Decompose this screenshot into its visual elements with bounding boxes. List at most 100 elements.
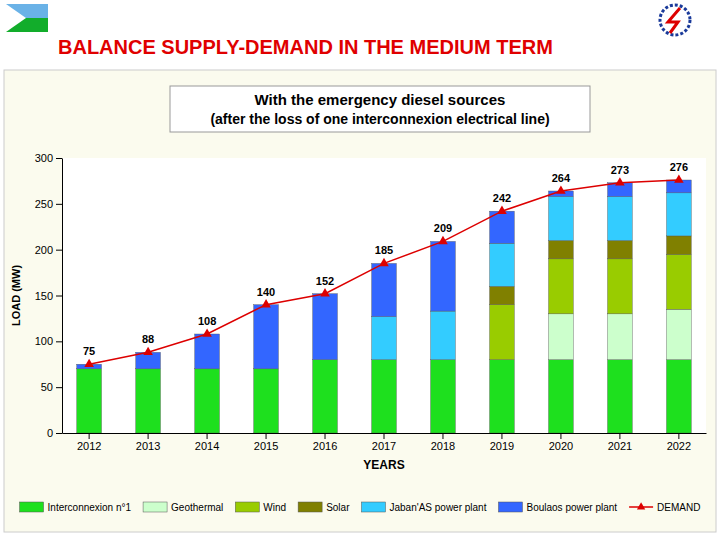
bar-segment: [254, 369, 279, 433]
x-axis: 2012 2013 2014 2015 2016 2017 2018 2019 2020 2021…: [63, 433, 707, 452]
marker: [379, 258, 389, 266]
data-label: 152: [316, 275, 334, 287]
y-tick-label: 200: [35, 244, 53, 256]
legend-label: Geothermal: [171, 502, 223, 513]
logo-bolt: [668, 8, 680, 33]
x-tick-mark: [266, 433, 267, 439]
legend-item: Jaban'AS power plant: [361, 502, 486, 513]
y-tick: 200: [35, 244, 62, 256]
x-tick-mark: [678, 433, 679, 439]
bar-segment: [608, 259, 633, 314]
x-tick-label: 2016: [313, 440, 337, 452]
data-label: 264: [552, 172, 571, 184]
x-tick: 2022: [667, 433, 691, 452]
marker: [84, 359, 94, 367]
x-tick: 2017: [372, 433, 396, 452]
bar-segment: [666, 360, 691, 433]
flag-triangle: [6, 4, 26, 32]
bar-segment: [666, 236, 691, 254]
legend-label: Solar: [326, 502, 350, 513]
legend-label: Jaban'AS power plant: [389, 502, 486, 513]
legend-swatch: [298, 502, 322, 512]
plot-area: [62, 158, 706, 433]
legend-item: Boulaos power plant: [498, 502, 617, 513]
bar-segment: [490, 243, 515, 286]
data-label: 242: [493, 192, 511, 204]
bar-segment: [608, 360, 633, 433]
title-box: [170, 86, 590, 132]
title: With the emergency diesel sources: [255, 91, 506, 108]
legend-swatch: [235, 502, 259, 512]
legend: Interconnexion n°1 Geothermal Wind Solar Jab…: [20, 502, 701, 513]
x-tick-label: 2015: [254, 440, 278, 452]
bar-segment: [195, 334, 220, 369]
x-tick-mark: [89, 433, 90, 439]
data-label: 108: [198, 315, 216, 327]
x-tick-label: 2013: [136, 440, 160, 452]
bar-segment: [372, 317, 397, 360]
x-tick: 2014: [195, 433, 219, 452]
x-tick-label: 2018: [431, 440, 455, 452]
x-tick-mark: [501, 433, 502, 439]
legend-label: DEMAND: [657, 502, 700, 513]
y-tick: 50: [41, 381, 62, 393]
data-label: 75: [83, 345, 95, 357]
y-tick-label: 300: [35, 152, 53, 164]
legend-item: DEMAND: [629, 502, 700, 513]
marker: [202, 328, 212, 336]
bar-segment: [490, 305, 515, 360]
x-tick-mark: [619, 433, 620, 439]
y-tick-label: 150: [35, 290, 53, 302]
y-axis-line: [62, 159, 63, 434]
bar-segment: [549, 314, 574, 360]
y-tick-mark: [56, 204, 62, 205]
y-tick: 300: [35, 152, 62, 164]
legend-swatch: [498, 502, 522, 512]
bar-segment: [372, 360, 397, 433]
y-axis: 050100150200250300: [35, 152, 63, 439]
y-tick-label: 0: [47, 427, 53, 439]
x-tick: 2019: [490, 433, 514, 452]
x-axis-title: YEARS: [363, 458, 404, 472]
bar-segment: [666, 193, 691, 236]
x-tick-label: 2020: [549, 440, 573, 452]
bar-segment: [490, 286, 515, 304]
bar-segment: [254, 305, 279, 369]
x-tick: 2016: [313, 433, 337, 452]
legend-swatch: [361, 502, 385, 512]
y-tick-mark: [56, 387, 62, 388]
legend-marker: [637, 502, 645, 509]
x-tick-mark: [442, 433, 443, 439]
data-label: 140: [257, 286, 275, 298]
y-tick-mark: [56, 341, 62, 342]
bar-segment: [666, 309, 691, 359]
x-tick-label: 2012: [77, 440, 101, 452]
page-title: BALANCE SUPPLY-DEMAND IN THE MEDIUM TERM: [58, 36, 553, 58]
legend-label: Wind: [263, 502, 286, 513]
legend-swatch: [143, 502, 167, 512]
subtitle: (after the loss of one interconnexion el…: [210, 111, 549, 127]
bar-segment: [608, 241, 633, 259]
marker: [615, 177, 625, 185]
bar-segment: [608, 197, 633, 241]
line: [89, 180, 679, 364]
bar-segment: [313, 294, 338, 360]
legend-item: Interconnexion n°1: [20, 502, 132, 513]
marker: [261, 299, 271, 307]
x-tick-mark: [560, 433, 561, 439]
x-tick: 2021: [608, 433, 632, 452]
bar-segment: [549, 259, 574, 314]
panel: [4, 70, 716, 532]
plot-marks: [77, 174, 692, 433]
bar-segment: [608, 314, 633, 360]
x-tick-mark: [148, 433, 149, 439]
bar-segment: [136, 369, 161, 433]
y-tick-mark: [56, 296, 62, 297]
y-tick-mark: [56, 433, 62, 434]
y-tick-label: 50: [41, 381, 53, 393]
marker: [143, 347, 153, 355]
y-tick-label: 100: [35, 335, 53, 347]
data-label: 209: [434, 222, 452, 234]
y-tick: 100: [35, 335, 62, 347]
x-tick-mark: [207, 433, 208, 439]
